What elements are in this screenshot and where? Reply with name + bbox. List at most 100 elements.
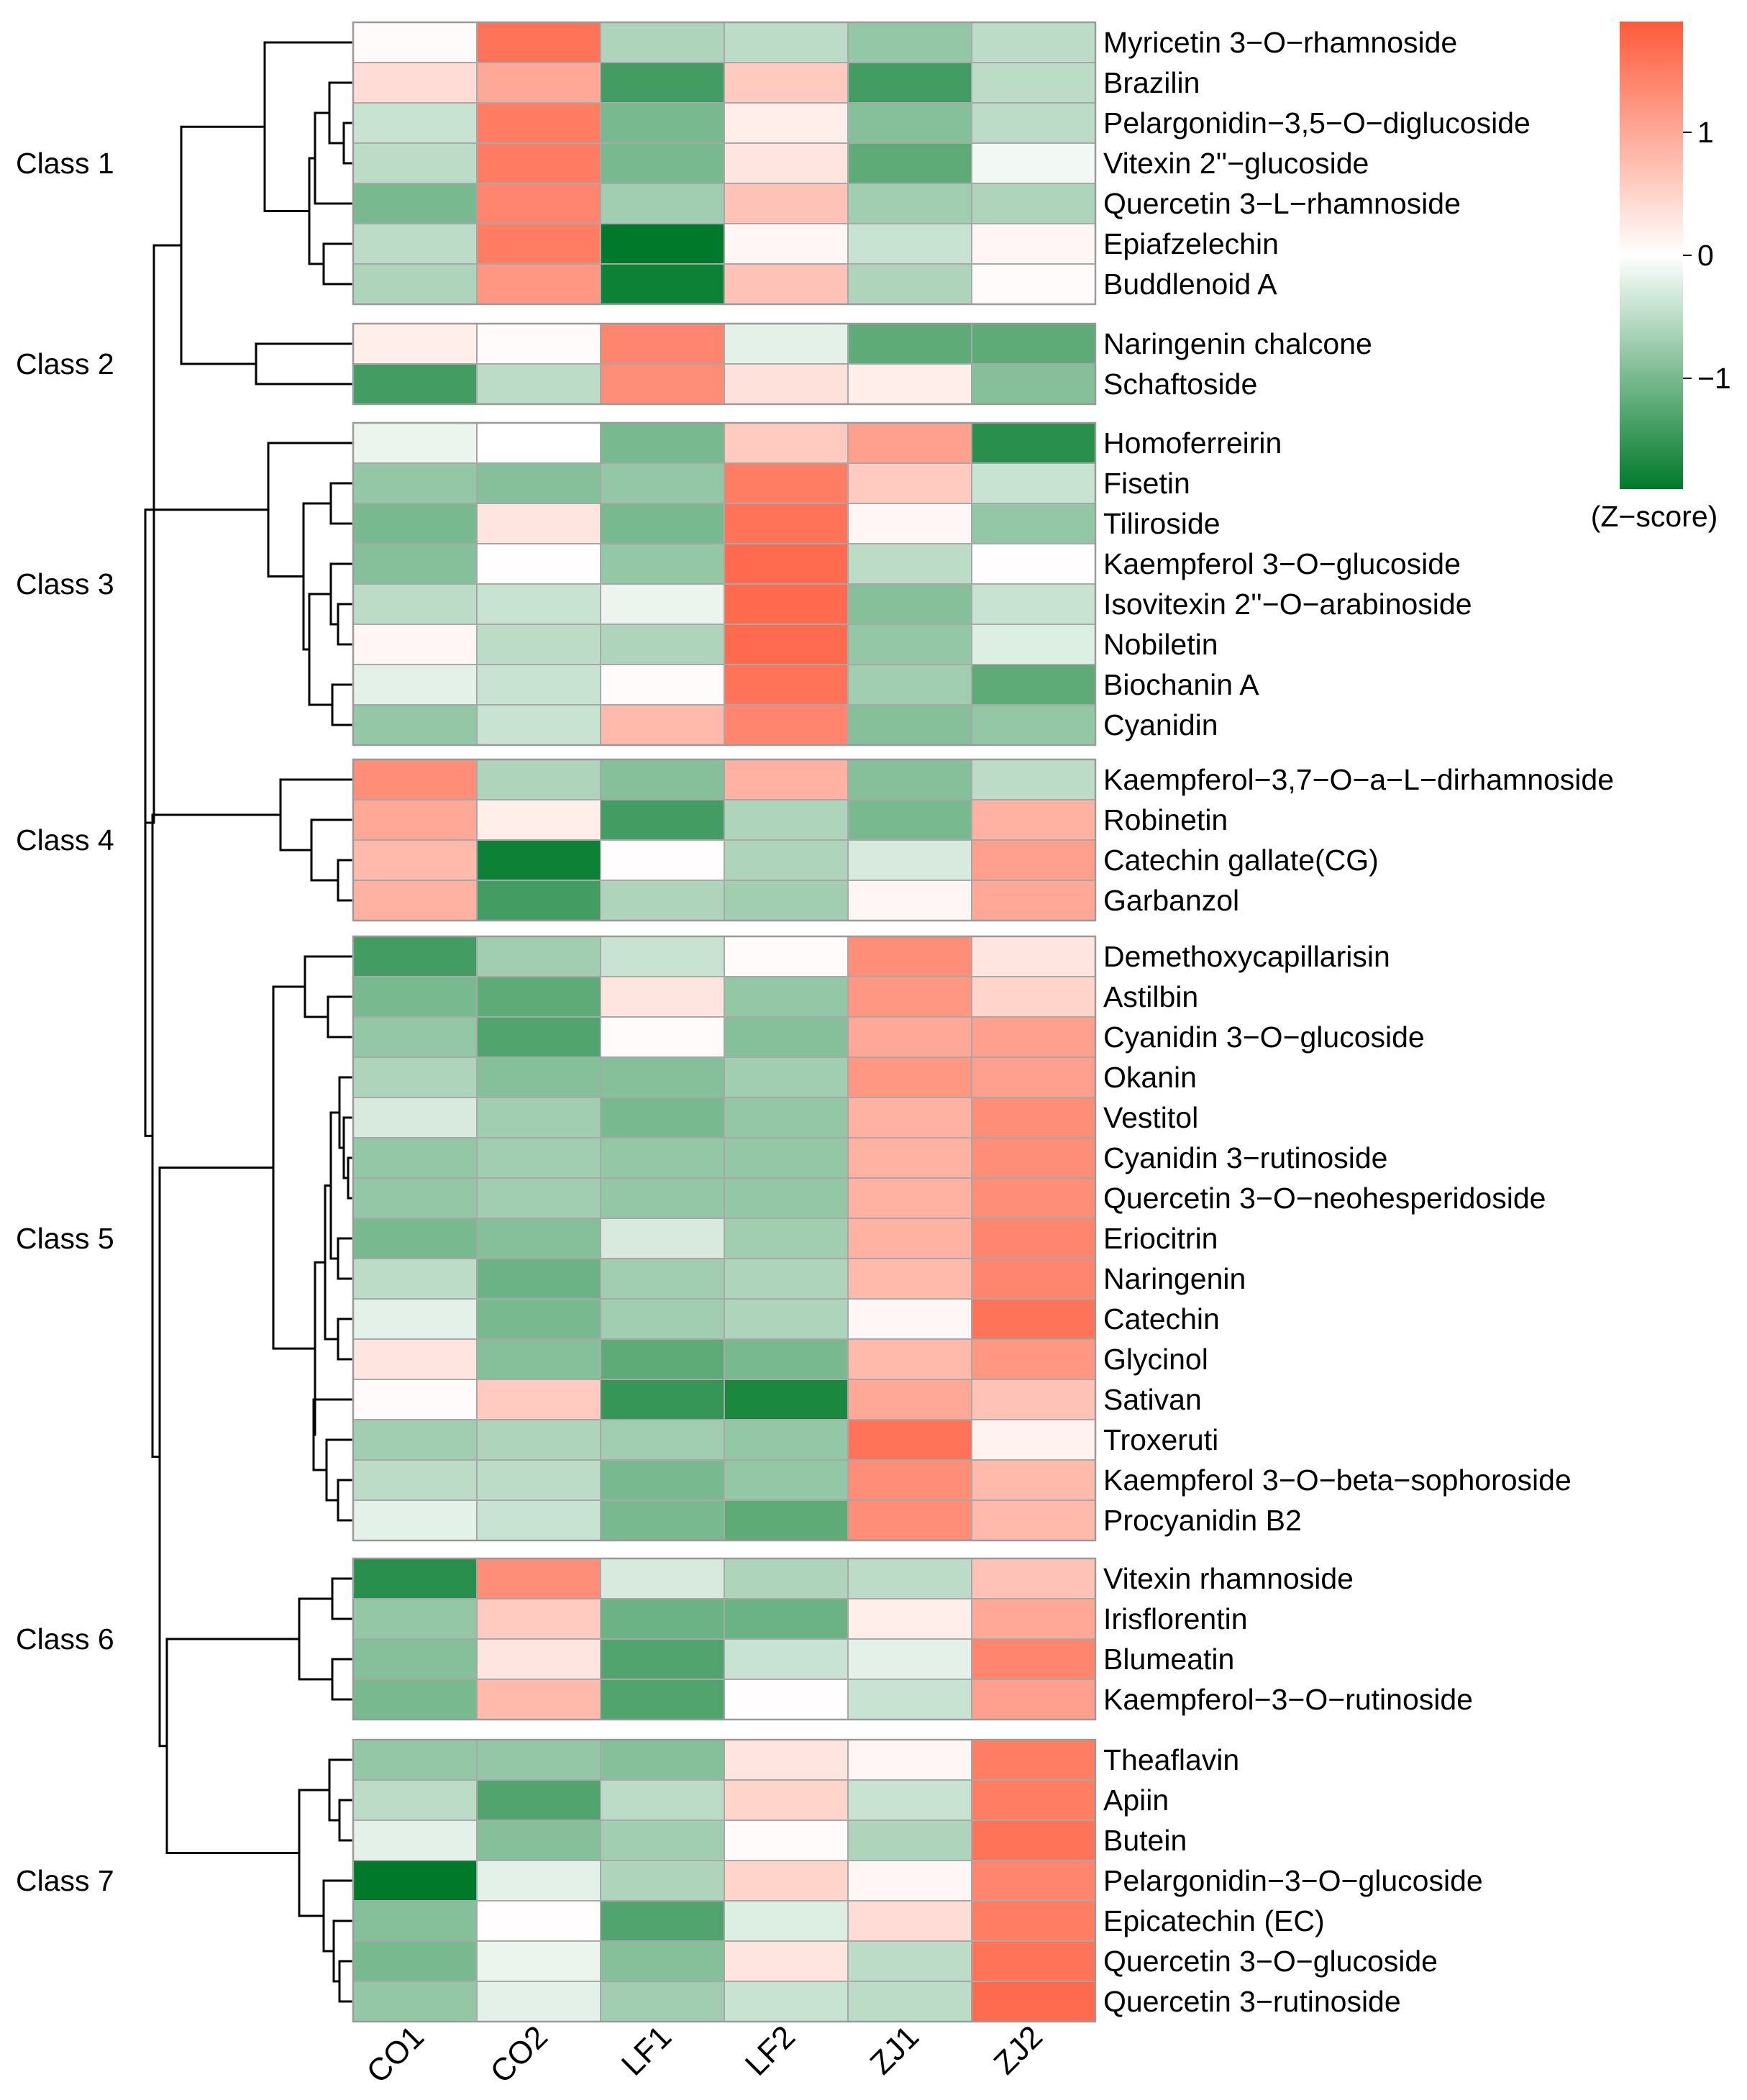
heatmap-cell-co2-buddlenoid-a (476, 263, 601, 305)
row-dendrogram (144, 41, 352, 2003)
heatmap-cell-zj1-biochanin-a (847, 664, 972, 706)
heatmap-cell-co2-sativan (476, 1379, 601, 1420)
heatmap-cell-zj2-naringenin (971, 1258, 1096, 1300)
heatmap-cell-zj2-catechin (971, 1298, 1096, 1340)
heatmap-cell-lf1-cyanidin (600, 704, 725, 746)
heatmap-cell-lf1-robinetin (600, 799, 725, 841)
heatmap-cell-zj1-kaempferol-3-7-o-a-l-dirhamnoside (847, 759, 972, 800)
heatmap-cell-co1-troxeruti (352, 1419, 478, 1461)
heatmap-cell-lf1-eriocitrin (600, 1218, 725, 1259)
heatmap-cell-lf2-theaflavin (724, 1739, 849, 1781)
heatmap-cells (352, 21, 1097, 2023)
heatmap-cell-co1-demethoxycapillarisin (352, 936, 478, 977)
heatmap-cell-lf2-garbanzol (724, 880, 849, 921)
heatmap-cell-co1-homoferreirin (352, 422, 478, 464)
heatmap-cell-co2-irisflorentin (476, 1598, 601, 1640)
heatmap-cell-lf2-schaftoside (724, 363, 849, 405)
dendrogram-branch (165, 1638, 301, 1854)
class-block-border (352, 1738, 1097, 2023)
class-block-border (352, 322, 1097, 406)
dendrogram-branch (337, 859, 352, 902)
class-block-border (352, 935, 1097, 1542)
row-label: Procyanidin B2 (1103, 1504, 1302, 1537)
heatmap-cell-co2-theaflavin (476, 1739, 601, 1781)
heatmap-cell-zj2-quercetin-3-o-glucoside (971, 1940, 1096, 1982)
class-label: Class 5 (16, 1222, 114, 1255)
heatmap-cell-zj1-vestitol (847, 1097, 972, 1138)
heatmap-cell-zj2-naringenin-chalcone (971, 323, 1096, 365)
heatmap-cell-co1-pelargonidin-3-o-glucoside (352, 1860, 478, 1902)
heatmap-cell-lf1-troxeruti (600, 1419, 725, 1461)
dendrogram-branch (331, 1658, 352, 1701)
row-label: Isovitexin 2''−O−arabinoside (1103, 588, 1472, 621)
heatmap-cell-zj2-cyanidin-3-o-glucoside (971, 1016, 1096, 1058)
dendrogram-branch (158, 1167, 275, 1748)
heatmap-cell-co1-vestitol (352, 1097, 478, 1138)
heatmap-cell-lf2-isovitexin-2-o-arabinoside (724, 583, 849, 625)
heatmap-cell-zj2-buddlenoid-a (971, 263, 1096, 305)
dendrogram-branch (331, 1577, 352, 1620)
row-label: Irisflorentin (1103, 1602, 1248, 1635)
row-label: Troxeruti (1103, 1423, 1218, 1456)
class-block-border (352, 421, 1097, 747)
heatmap-cell-co2-apiin (476, 1779, 601, 1821)
heatmap-cell-lf1-butein (600, 1820, 725, 1861)
heatmap-cell-lf2-sativan (724, 1379, 849, 1420)
heatmap-cell-co1-schaftoside (352, 363, 478, 405)
heatmap-cell-co2-quercetin-3-l-rhamnoside (476, 183, 601, 224)
dendrogram-branch (308, 157, 325, 265)
heatmap-cell-zj1-okanin (847, 1056, 972, 1098)
heatmap-cell-co2-glycinol (476, 1338, 601, 1380)
row-label: Sativan (1103, 1383, 1202, 1416)
heatmap-cell-lf1-astilbin (600, 976, 725, 1018)
row-label: Kaempferol−3,7−O−a−L−dirhamnoside (1103, 763, 1614, 796)
legend-color-bar (1620, 22, 1683, 489)
heatmap-cell-zj1-kaempferol-3-o-beta-sophoroside (847, 1459, 972, 1501)
row-label: Vitexin 2''−glucoside (1103, 147, 1369, 180)
heatmap-cell-co2-procyanidin-b2 (476, 1499, 601, 1541)
class-block-border (352, 1557, 1097, 1721)
heatmap-cell-zj1-theaflavin (847, 1739, 972, 1781)
heatmap-cell-zj1-quercetin-3-o-glucoside (847, 1940, 972, 1982)
heatmap-cell-co2-fisetin (476, 462, 601, 504)
heatmap-cell-zj2-isovitexin-2-o-arabinoside (971, 583, 1096, 625)
heatmap-cell-co2-troxeruti (476, 1419, 601, 1461)
heatmap-cell-co1-biochanin-a (352, 664, 478, 706)
heatmap-cell-co1-buddlenoid-a (352, 263, 478, 305)
row-labels: Myricetin 3−O−rhamnoside Brazilin Pelargon… (1103, 26, 1614, 2018)
heatmap-cell-co1-kaempferol-3-o-rutinoside (352, 1679, 478, 1720)
heatmap-cell-lf2-kaempferol-3-o-rutinoside (724, 1679, 849, 1720)
heatmap-cell-zj2-nobiletin (971, 624, 1096, 665)
heatmap-cell-lf2-apiin (724, 1779, 849, 1821)
dendrogram-branch (337, 1237, 352, 1280)
heatmap-cell-zj2-homoferreirin (971, 422, 1096, 464)
heatmap-cell-co1-kaempferol-3-o-beta-sophoroside (352, 1459, 478, 1501)
heatmap-cell-lf1-brazilin (600, 62, 725, 104)
heatmap-cell-zj2-myricetin-3-o-rhamnoside (971, 22, 1096, 63)
dendrogram-branch (302, 502, 332, 651)
heatmap-cell-zj2-apiin (971, 1779, 1096, 1821)
dendrogram-branch (338, 1076, 352, 1149)
heatmap-cell-co2-vitexin-rhamnoside (476, 1558, 601, 1599)
heatmap-cell-lf2-quercetin-3-o-glucoside (724, 1940, 849, 1982)
heatmap-cell-zj1-garbanzol (847, 880, 972, 921)
heatmap-cell-lf1-theaflavin (600, 1739, 725, 1781)
heatmap-cell-zj2-tiliroside (971, 503, 1096, 544)
heatmap-cell-zj1-brazilin (847, 62, 972, 104)
heatmap-cell-lf1-demethoxycapillarisin (600, 936, 725, 977)
row-label: Fisetin (1103, 467, 1190, 500)
class-block-border (352, 21, 1097, 306)
heatmap-cell-zj1-butein (847, 1820, 972, 1861)
heatmap-cell-co1-okanin (352, 1056, 478, 1098)
heatmap-cell-zj1-robinetin (847, 799, 972, 841)
row-label: Cyanidin 3−rutinoside (1103, 1141, 1387, 1174)
row-label: Myricetin 3−O−rhamnoside (1103, 26, 1457, 59)
class-label: Class 3 (16, 567, 114, 601)
heatmap-cell-co1-vitexin-2-glucoside (352, 142, 478, 184)
heatmap-cell-zj1-fisetin (847, 462, 972, 504)
heatmap-cell-lf2-naringenin-chalcone (724, 323, 849, 365)
heatmap-cell-co2-astilbin (476, 976, 601, 1018)
row-label: Apiin (1103, 1784, 1169, 1817)
heatmap-cell-co2-epicatechin-ec (476, 1900, 601, 1942)
